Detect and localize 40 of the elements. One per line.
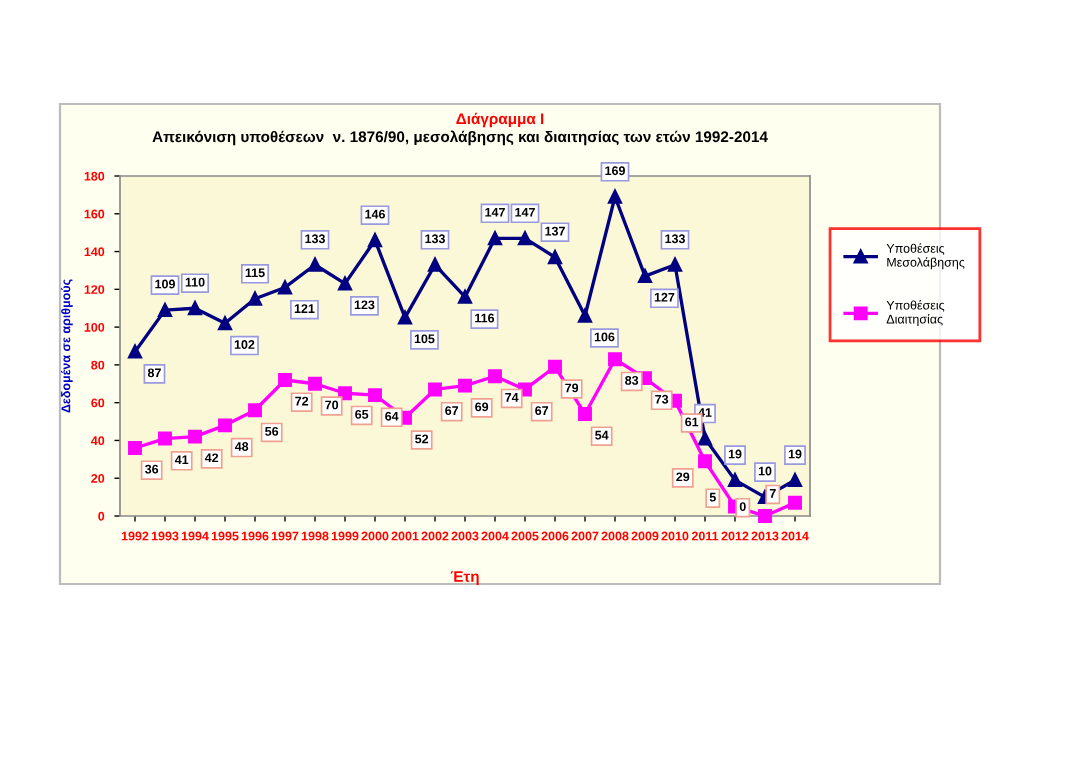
point (758, 509, 772, 523)
point (788, 495, 802, 510)
point (308, 376, 322, 391)
point (368, 233, 382, 248)
point (158, 431, 172, 446)
point (248, 403, 262, 418)
point (278, 373, 292, 387)
point (488, 231, 502, 246)
point (218, 418, 232, 433)
point (548, 359, 562, 374)
point (338, 386, 352, 401)
point (608, 352, 622, 367)
point (458, 378, 472, 393)
point (578, 308, 592, 323)
point (368, 388, 382, 403)
point (668, 257, 682, 272)
point (578, 407, 592, 421)
point (428, 382, 442, 397)
point (128, 344, 142, 359)
point (188, 301, 202, 316)
point (458, 289, 472, 304)
point (488, 369, 502, 384)
point (698, 431, 712, 446)
point (158, 303, 172, 318)
point (518, 231, 532, 246)
point (548, 250, 562, 265)
point (398, 310, 412, 325)
point (338, 276, 352, 291)
point (188, 429, 202, 444)
point (608, 189, 622, 204)
point (128, 441, 142, 455)
point (638, 269, 652, 284)
point (728, 473, 742, 488)
point (218, 316, 232, 331)
point (308, 257, 322, 272)
point (278, 280, 292, 295)
point (788, 473, 802, 488)
point (698, 454, 712, 469)
point (248, 291, 262, 306)
point (428, 257, 442, 272)
